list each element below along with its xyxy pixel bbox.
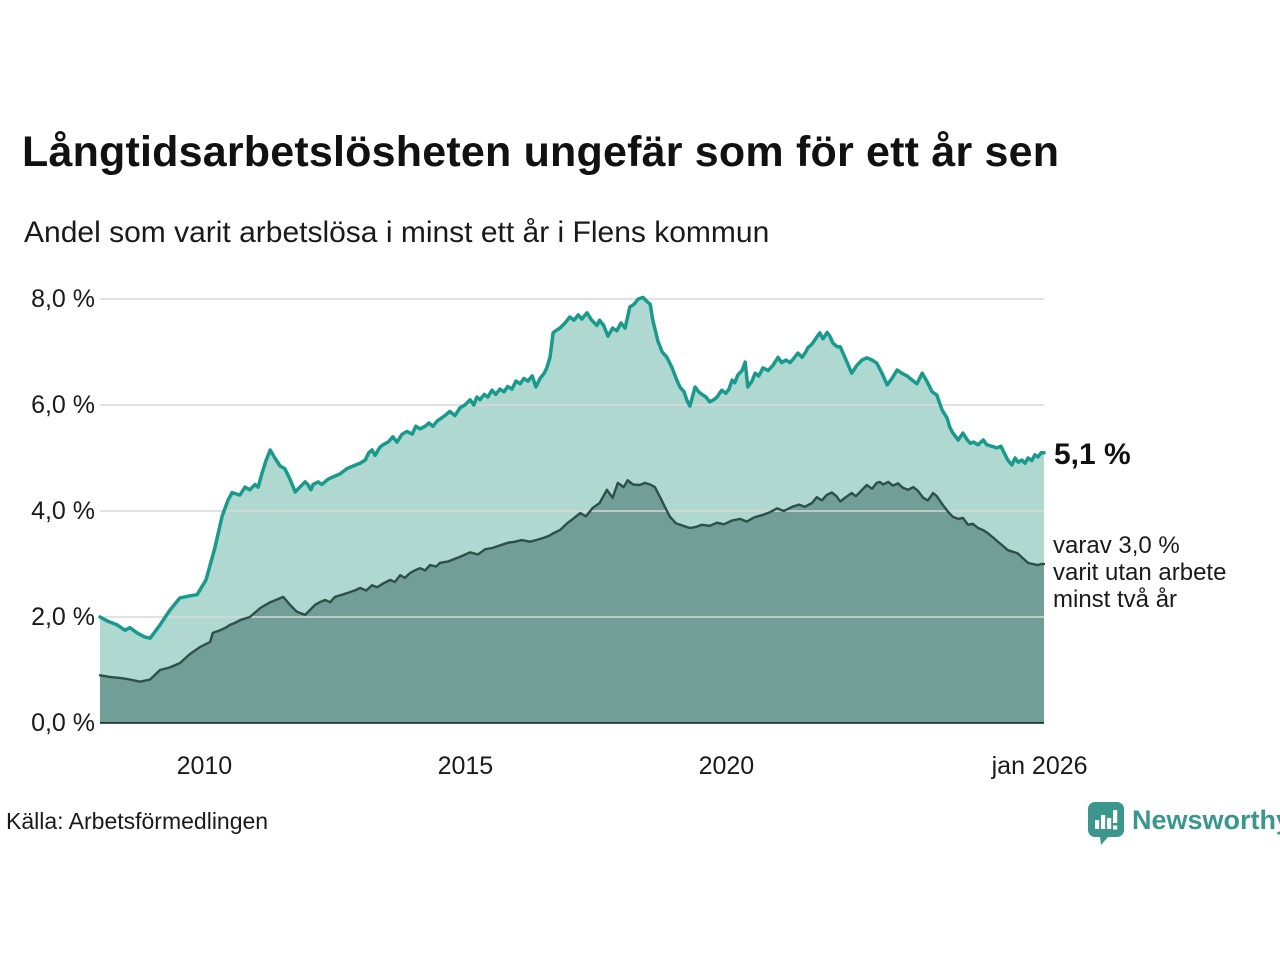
x-tick-label: jan 2026 — [991, 752, 1088, 780]
y-tick-label: 2,0 % — [31, 603, 95, 631]
chart-subtitle: Andel som varit arbetslösa i minst ett å… — [24, 216, 770, 249]
y-tick-label: 6,0 % — [31, 391, 95, 419]
x-tick-label: 2015 — [437, 752, 494, 780]
x-tick-label: 2020 — [698, 752, 755, 780]
latest-value-label: 5,1 % — [1054, 438, 1131, 471]
source-attribution: Källa: Arbetsförmedlingen — [6, 808, 269, 834]
newsworthy-logo: Newsworthy — [1087, 801, 1280, 845]
y-tick-label: 0,0 % — [31, 709, 95, 737]
two-year-note-label: varav 3,0 % varit utan arbete minst två … — [1053, 532, 1227, 613]
page-title: Långtidsarbetslösheten ungefär som för e… — [22, 128, 1060, 176]
y-tick-label: 4,0 % — [31, 497, 95, 525]
unemployment-area-chart — [98, 295, 1046, 724]
newsworthy-icon — [1088, 802, 1124, 845]
y-tick-label: 8,0 % — [31, 285, 95, 313]
x-tick-label: 2010 — [176, 752, 233, 780]
newsworthy-wordmark: Newsworthy — [1132, 805, 1280, 835]
